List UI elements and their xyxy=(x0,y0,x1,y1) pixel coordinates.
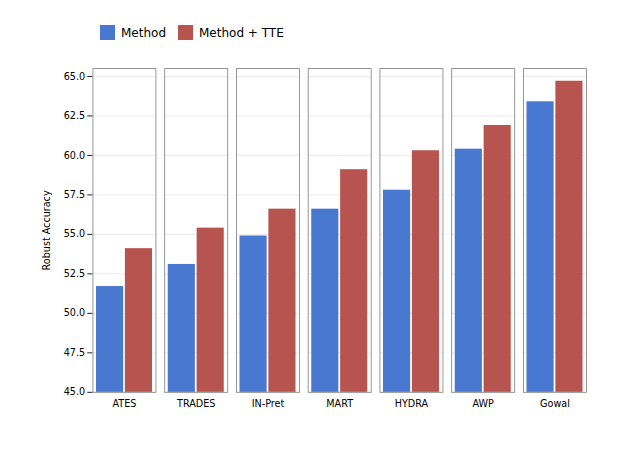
svg-text:Robust Accuracy: Robust Accuracy xyxy=(41,190,52,270)
svg-text:50.0: 50.0 xyxy=(64,307,85,318)
svg-text:62.5: 62.5 xyxy=(64,110,85,121)
svg-text:52.5: 52.5 xyxy=(64,268,85,279)
svg-text:60.0: 60.0 xyxy=(64,150,85,161)
html-text:Method: Method xyxy=(121,25,166,40)
svg-text:MART: MART xyxy=(326,398,353,409)
svg-text:55.0: 55.0 xyxy=(64,228,85,239)
svg-text:IN-Pret: IN-Pret xyxy=(252,398,285,409)
svg-text:57.5: 57.5 xyxy=(64,189,85,200)
svg-text:ATES: ATES xyxy=(113,398,137,409)
svg-text:Gowal: Gowal xyxy=(540,398,570,409)
svg-text:45.0: 45.0 xyxy=(64,386,85,397)
svg-text:AWP: AWP xyxy=(473,398,495,409)
svg-text:65.0: 65.0 xyxy=(64,71,85,82)
svg-text:HYDRA: HYDRA xyxy=(395,398,429,409)
svg-text:47.5: 47.5 xyxy=(64,347,85,358)
html-text:Method + TTE: Method + TTE xyxy=(199,25,284,40)
svg-text:TRADES: TRADES xyxy=(176,398,215,409)
